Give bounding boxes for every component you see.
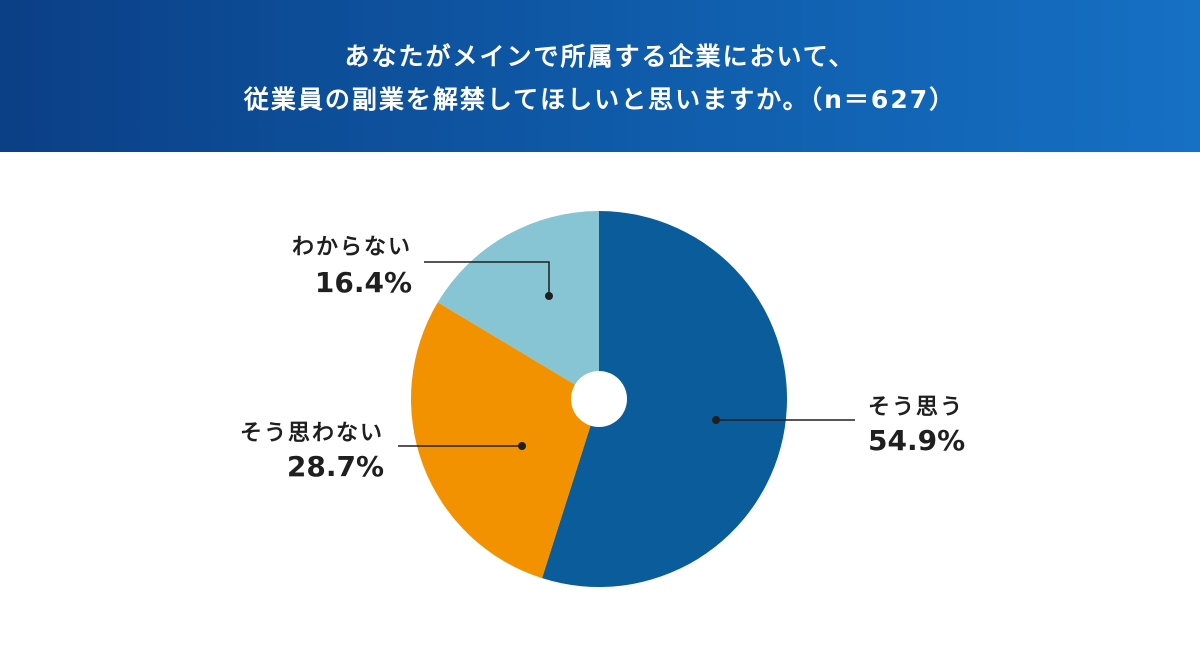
slice-label-value-2: 28.7% <box>287 450 384 483</box>
slice-label-name-3: わからない <box>292 235 412 260</box>
callout-dot-1 <box>712 416 720 424</box>
pie-slice-2 <box>411 302 599 579</box>
chart-title-line-1: あなたがメインで所属する企業において、 <box>344 42 856 71</box>
slice-label-name-1: そう思う <box>868 395 964 420</box>
pie-slice-1 <box>542 211 788 587</box>
pie-slices <box>411 211 788 587</box>
callout-line-3 <box>424 261 550 296</box>
slice-labels: そう思う 54.9% そう思わない 28.7% わからない 16.4% <box>240 235 965 483</box>
callout-dot-2 <box>518 442 526 450</box>
slice-label-value-3: 16.4% <box>315 266 412 299</box>
callout-dot-3 <box>545 292 553 300</box>
slice-label-name-2: そう思わない <box>240 421 384 446</box>
callout-lines <box>398 261 855 450</box>
chart-title-line-2: 従業員の副業を解禁してほしいと思いますか。（n＝627） <box>243 85 957 114</box>
title-banner: あなたがメインで所属する企業において、 従業員の副業を解禁してほしいと思いますか… <box>0 0 1200 152</box>
pie-slice-3 <box>437 211 599 399</box>
slice-label-value-1: 54.9% <box>868 424 965 457</box>
pie-center-hole <box>571 371 627 427</box>
